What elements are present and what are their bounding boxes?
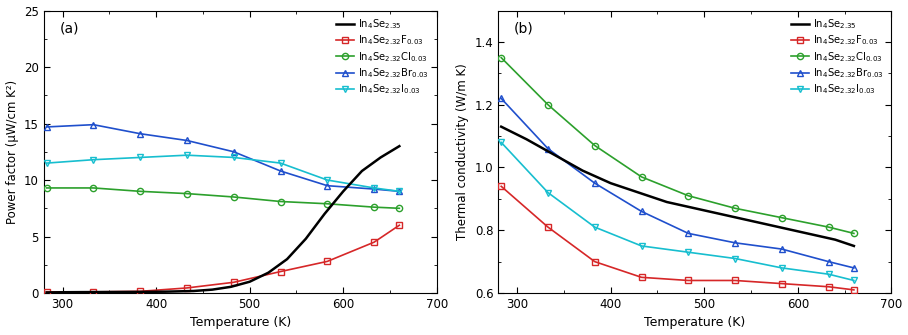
X-axis label: Temperature (K): Temperature (K)	[645, 317, 745, 329]
Y-axis label: Power factor (μW/cm K²): Power factor (μW/cm K²)	[5, 80, 18, 224]
X-axis label: Temperature (K): Temperature (K)	[190, 317, 291, 329]
Y-axis label: Thermal conductivity (W/m K): Thermal conductivity (W/m K)	[456, 63, 469, 240]
Text: (a): (a)	[60, 22, 79, 36]
Text: (b): (b)	[514, 22, 534, 36]
Legend: In$_4$Se$_{2.35}$, In$_4$Se$_{2.32}$F$_{0.03}$, In$_4$Se$_{2.32}$Cl$_{0.03}$, In: In$_4$Se$_{2.35}$, In$_4$Se$_{2.32}$F$_{…	[334, 15, 430, 98]
Legend: In$_4$Se$_{2.35}$, In$_4$Se$_{2.32}$F$_{0.03}$, In$_4$Se$_{2.32}$Cl$_{0.03}$, In: In$_4$Se$_{2.35}$, In$_4$Se$_{2.32}$F$_{…	[789, 15, 885, 98]
